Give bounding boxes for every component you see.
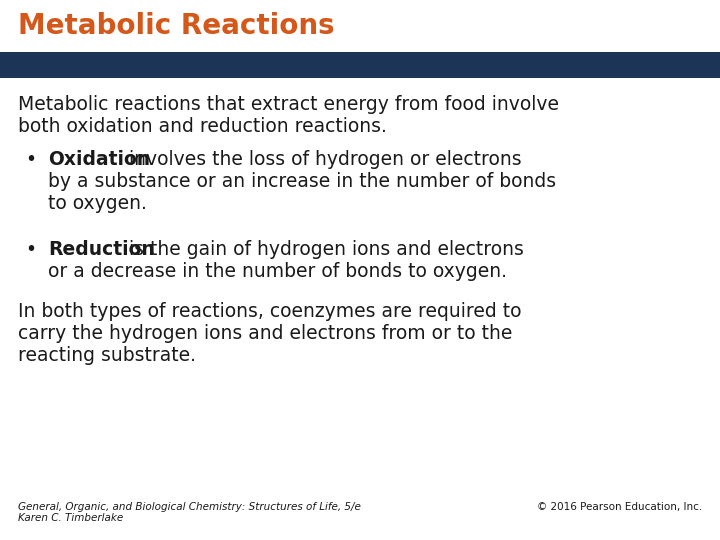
- Text: General, Organic, and Biological Chemistry: Structures of Life, 5/e: General, Organic, and Biological Chemist…: [18, 502, 361, 512]
- Text: both oxidation and reduction reactions.: both oxidation and reduction reactions.: [18, 117, 387, 136]
- Bar: [0, 52, 720, 78]
- Text: Oxidation: Oxidation: [48, 150, 150, 169]
- Text: Reduction: Reduction: [48, 240, 155, 259]
- Text: •: •: [25, 150, 36, 169]
- Text: to oxygen.: to oxygen.: [48, 194, 147, 213]
- Text: or a decrease in the number of bonds to oxygen.: or a decrease in the number of bonds to …: [48, 262, 507, 281]
- Text: In both types of reactions, coenzymes are required to: In both types of reactions, coenzymes ar…: [18, 302, 521, 321]
- Text: is the gain of hydrogen ions and electrons: is the gain of hydrogen ions and electro…: [123, 240, 524, 259]
- Text: by a substance or an increase in the number of bonds: by a substance or an increase in the num…: [48, 172, 556, 191]
- Text: Metabolic Reactions: Metabolic Reactions: [18, 12, 335, 40]
- Bar: [0, 0, 720, 52]
- Text: involves the loss of hydrogen or electrons: involves the loss of hydrogen or electro…: [123, 150, 522, 169]
- Text: Metabolic reactions that extract energy from food involve: Metabolic reactions that extract energy …: [18, 95, 559, 114]
- Text: © 2016 Pearson Education, Inc.: © 2016 Pearson Education, Inc.: [536, 502, 702, 512]
- Text: Karen C. Timberlake: Karen C. Timberlake: [18, 513, 123, 523]
- Text: •: •: [25, 240, 36, 259]
- Text: reacting substrate.: reacting substrate.: [18, 346, 196, 365]
- Text: carry the hydrogen ions and electrons from or to the: carry the hydrogen ions and electrons fr…: [18, 324, 513, 343]
